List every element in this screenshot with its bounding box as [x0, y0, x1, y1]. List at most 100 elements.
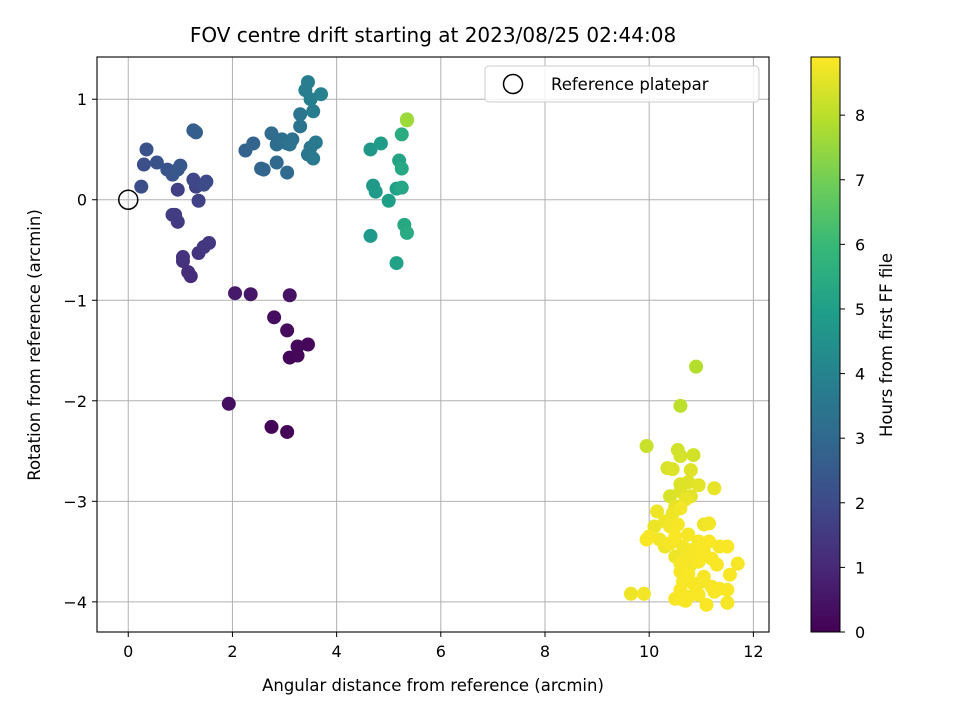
data-point — [696, 569, 711, 584]
data-point — [221, 396, 236, 411]
data-point — [175, 250, 190, 265]
x-tick-label: 4 — [332, 642, 342, 661]
data-point — [170, 182, 185, 197]
data-point — [707, 584, 722, 599]
data-point — [702, 516, 717, 531]
data-point — [196, 177, 211, 192]
data-point — [308, 135, 323, 150]
x-tick-label: 12 — [743, 642, 763, 661]
data-point — [181, 265, 196, 280]
reference-marker — [118, 189, 139, 210]
colorbar-ticks: 0 1 2 3 4 5 6 7 8 — [840, 106, 865, 642]
data-point — [188, 125, 203, 140]
data-point — [228, 286, 243, 301]
x-tick-label: 0 — [123, 642, 133, 661]
data-point — [165, 207, 180, 222]
data-point — [280, 424, 295, 439]
y-axis-label: Rotation from reference (arcmin) — [25, 209, 44, 481]
legend-marker-icon — [502, 73, 524, 95]
data-point — [170, 162, 185, 177]
data-point — [668, 529, 683, 544]
colorbar-tick-label: 2 — [855, 494, 865, 513]
data-point — [394, 127, 409, 142]
colorbar-tick-label: 6 — [855, 235, 865, 254]
data-point — [389, 256, 404, 271]
y-tick-label: −1 — [63, 291, 87, 310]
data-point — [373, 136, 388, 151]
data-point — [381, 193, 396, 208]
data-point — [676, 592, 691, 607]
data-point — [246, 136, 261, 151]
data-point — [293, 119, 308, 134]
data-point — [202, 235, 216, 250]
data-point — [282, 137, 297, 152]
x-tick-label: 6 — [436, 642, 446, 661]
legend-box — [484, 65, 760, 103]
legend-label: Reference platepar — [551, 75, 709, 94]
data-point — [280, 323, 295, 338]
y-axis-ticks: −4 −3 −2 −1 0 1 — [63, 90, 97, 612]
y-tick-label: −3 — [63, 492, 87, 511]
data-point — [290, 339, 305, 354]
colorbar-tick-label: 1 — [855, 558, 865, 577]
chart-title: FOV centre drift starting at 2023/08/25 … — [190, 23, 676, 47]
data-point — [686, 576, 701, 591]
data-point — [730, 556, 745, 571]
data-point — [699, 597, 714, 612]
data-point — [139, 142, 154, 157]
colorbar-tick-label: 4 — [855, 365, 865, 384]
data-point — [691, 554, 706, 569]
colorbar-label: Hours from first FF file — [877, 253, 896, 437]
data-point — [306, 151, 321, 166]
data-point — [673, 398, 688, 413]
data-point — [264, 126, 279, 141]
data-point — [134, 179, 149, 194]
data-point — [282, 288, 297, 303]
y-tick-label: 0 — [77, 191, 87, 210]
data-point — [303, 92, 318, 107]
data-point — [280, 165, 295, 180]
data-point — [269, 155, 284, 170]
data-point — [191, 193, 206, 208]
x-tick-label: 2 — [227, 642, 237, 661]
y-tick-label: 1 — [77, 90, 87, 109]
colorbar-tick-label: 8 — [855, 106, 865, 125]
data-point — [673, 449, 688, 464]
plot-frame — [96, 56, 770, 633]
data-points — [134, 75, 745, 612]
data-point — [394, 161, 409, 176]
data-point — [136, 157, 151, 172]
colorbar-tick-label: 7 — [855, 171, 865, 190]
data-point — [720, 595, 735, 610]
data-point — [264, 419, 279, 434]
data-point — [394, 180, 409, 195]
data-point — [720, 582, 735, 597]
data-point — [639, 439, 654, 454]
data-point — [670, 517, 685, 532]
data-point — [691, 478, 706, 493]
data-point — [665, 462, 680, 477]
data-point — [722, 567, 737, 582]
data-point — [186, 172, 201, 187]
data-point — [149, 155, 164, 170]
data-point — [639, 532, 654, 547]
data-point — [267, 310, 282, 325]
data-point — [691, 587, 706, 602]
data-point — [399, 225, 414, 240]
data-point — [293, 107, 308, 122]
data-point — [363, 142, 378, 157]
colorbar-tick-label: 5 — [855, 300, 865, 319]
data-point — [636, 586, 651, 601]
x-axis-label: Angular distance from reference (arcmin) — [262, 676, 604, 695]
x-tick-label: 8 — [540, 642, 550, 661]
data-point — [314, 87, 328, 102]
data-point — [689, 359, 704, 374]
y-tick-label: −2 — [63, 392, 87, 411]
data-point — [363, 228, 378, 243]
data-point — [673, 501, 688, 516]
colorbar-tick-label: 3 — [855, 429, 865, 448]
data-point — [300, 337, 315, 352]
data-point — [300, 75, 315, 90]
colorbar-tick-label: 0 — [855, 623, 865, 642]
